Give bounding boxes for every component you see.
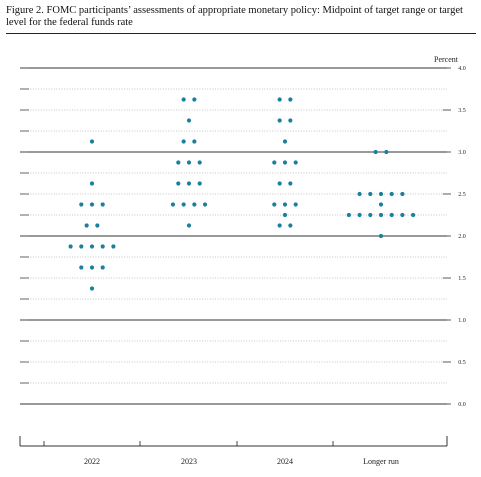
data-point — [89, 286, 95, 291]
data-point — [378, 191, 384, 197]
data-point — [202, 202, 208, 207]
data-point — [282, 212, 288, 218]
x-category-label: 2024 — [277, 457, 293, 466]
data-point — [277, 97, 282, 102]
data-point — [181, 97, 186, 102]
y-tick-label: 3.5 — [458, 108, 466, 114]
data-point — [411, 212, 416, 218]
data-point — [89, 139, 95, 144]
data-point — [288, 97, 293, 102]
data-point — [89, 265, 95, 270]
data-point — [389, 212, 394, 218]
y-tick-label: 2.5 — [458, 192, 466, 198]
data-point — [192, 139, 197, 144]
data-point — [400, 212, 405, 218]
data-point — [357, 212, 362, 218]
data-point — [293, 202, 298, 207]
data-point — [79, 265, 84, 270]
data-point — [378, 212, 384, 218]
data-point — [170, 202, 176, 207]
data-point — [186, 160, 192, 165]
data-point — [293, 160, 298, 165]
data-point — [89, 244, 95, 249]
data-point — [389, 191, 394, 197]
data-point — [277, 118, 282, 123]
data-point — [100, 265, 105, 270]
y-tick-label: 3.0 — [458, 150, 466, 156]
data-point — [378, 233, 384, 239]
chart-title: Figure 2. FOMC participants’ assessments… — [6, 5, 463, 28]
data-point — [84, 223, 89, 228]
data-point — [181, 202, 186, 207]
data-point — [186, 181, 192, 186]
data-point — [368, 191, 373, 197]
y-tick-label: 1.0 — [458, 318, 466, 324]
title-rule — [6, 33, 476, 34]
y-tick-label: 1.5 — [458, 276, 466, 282]
data-point — [272, 160, 277, 165]
data-point — [176, 160, 181, 165]
data-point — [192, 97, 197, 102]
data-point — [346, 212, 351, 218]
y-tick-label: 0.0 — [458, 402, 466, 408]
data-point — [282, 202, 288, 207]
data-point — [282, 139, 288, 144]
y-axis-unit: Percent — [434, 55, 459, 64]
data-point — [277, 223, 282, 228]
data-point — [79, 202, 84, 207]
x-category-label: 2022 — [84, 457, 100, 466]
x-category-label: 2023 — [181, 457, 197, 466]
data-point — [378, 202, 384, 207]
data-point — [277, 181, 282, 186]
data-point — [89, 202, 95, 207]
y-tick-label: 4.0 — [458, 66, 466, 72]
data-point — [68, 244, 73, 249]
data-point — [373, 149, 378, 155]
data-point — [288, 223, 293, 228]
y-tick-label: 2.0 — [458, 234, 466, 240]
x-category-label: Longer run — [363, 457, 399, 466]
data-point — [111, 244, 116, 249]
data-point — [368, 212, 373, 218]
data-point — [100, 244, 105, 249]
data-point — [197, 181, 202, 186]
data-point — [186, 118, 192, 123]
data-point — [384, 149, 389, 155]
data-point — [95, 223, 100, 228]
data-point — [272, 202, 277, 207]
data-point — [197, 160, 202, 165]
data-point — [176, 181, 181, 186]
data-point — [288, 118, 293, 123]
data-point — [400, 191, 405, 197]
data-point — [282, 160, 288, 165]
y-tick-label: 0.5 — [458, 360, 466, 366]
data-point — [181, 139, 186, 144]
data-point — [186, 223, 192, 228]
data-point — [89, 181, 95, 186]
data-point — [288, 181, 293, 186]
data-point — [357, 191, 362, 197]
data-point — [79, 244, 84, 249]
data-point — [100, 202, 105, 207]
data-point — [192, 202, 197, 207]
